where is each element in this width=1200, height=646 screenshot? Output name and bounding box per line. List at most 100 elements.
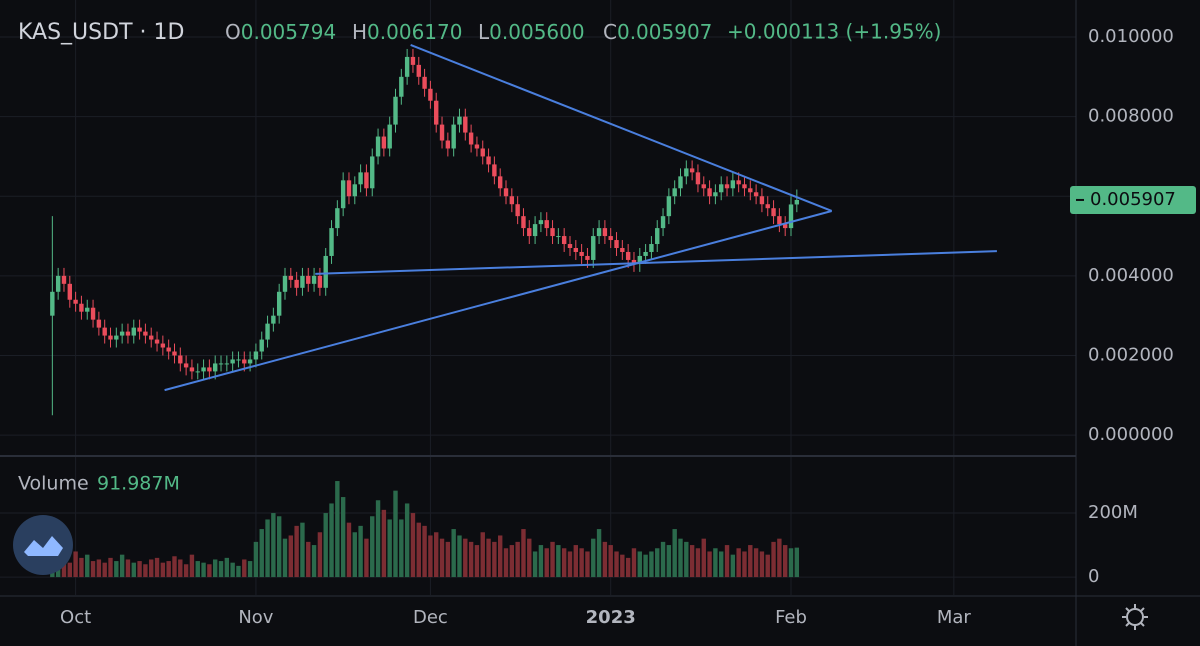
volume-bar xyxy=(567,551,573,578)
candle-body xyxy=(183,363,189,368)
candle-body xyxy=(707,188,712,197)
candle-body xyxy=(172,351,177,356)
gear-ring[interactable] xyxy=(1126,608,1144,626)
candle-body xyxy=(620,248,625,252)
volume-bar xyxy=(707,551,712,578)
volume-bar xyxy=(777,538,782,578)
volume-bar xyxy=(550,541,555,578)
x-tick-label: Mar xyxy=(937,607,972,628)
candle-body xyxy=(655,228,660,245)
volume-bar xyxy=(468,541,474,578)
volume-bar xyxy=(492,541,497,578)
candle-body xyxy=(765,204,770,209)
logo-circle[interactable] xyxy=(13,515,73,575)
volume-bar xyxy=(276,516,282,578)
volume-bar xyxy=(143,564,148,578)
volume-bar xyxy=(486,538,491,578)
candle-body xyxy=(119,331,125,336)
candle-body xyxy=(538,220,544,225)
ohlc-item: C0.005907 xyxy=(603,20,712,44)
volume-bar xyxy=(515,541,520,578)
volume-bar xyxy=(172,556,177,578)
candle-body xyxy=(73,299,78,304)
candle-body xyxy=(759,196,765,205)
volume-bar xyxy=(311,545,317,578)
volume-bar xyxy=(794,547,800,578)
candle-body xyxy=(730,180,736,189)
logo-icon[interactable] xyxy=(24,536,63,556)
candle-body xyxy=(346,180,352,197)
volume-bar xyxy=(765,554,770,578)
y-tick-label: 0.000000 xyxy=(1088,424,1174,445)
volume-bar xyxy=(724,545,730,578)
volume-bar xyxy=(608,545,613,578)
labels: 0.0000000.0020000.0040000.0060000.008000… xyxy=(60,26,1196,628)
gear-teeth[interactable] xyxy=(1122,604,1148,630)
volume-bar xyxy=(306,541,311,578)
logo[interactable] xyxy=(13,515,73,575)
candle-body xyxy=(434,100,439,125)
volume-bar xyxy=(183,564,189,578)
candle-body xyxy=(410,56,416,65)
candle-body xyxy=(550,228,555,237)
y-tick-label: 0.010000 xyxy=(1088,26,1174,47)
volume-bar xyxy=(288,535,294,578)
candle-body xyxy=(777,216,782,225)
volume-bar xyxy=(67,562,72,578)
volume-bar xyxy=(352,532,357,578)
candle-body xyxy=(67,283,72,300)
volume-bar xyxy=(428,535,433,578)
candle-body xyxy=(556,236,561,238)
y-tick-label: 0.004000 xyxy=(1088,265,1174,286)
volume-bar xyxy=(114,561,119,578)
candle-body xyxy=(515,204,520,217)
candle-body xyxy=(404,56,410,77)
volume-bar xyxy=(556,545,561,578)
candle-body xyxy=(788,204,794,229)
volume-bar xyxy=(736,548,741,578)
candle-body xyxy=(602,228,608,237)
candle-body xyxy=(771,208,776,217)
candle-body xyxy=(166,347,171,352)
candle-body xyxy=(102,327,107,336)
volume-bar xyxy=(614,551,619,578)
candle-body xyxy=(544,220,549,229)
candle-body xyxy=(614,240,619,249)
candle-body xyxy=(503,188,509,197)
volume-bar xyxy=(137,561,142,578)
ohlc-item: L0.005600 xyxy=(478,20,585,44)
candle-body xyxy=(689,168,695,173)
settings-gear[interactable] xyxy=(1122,604,1148,630)
candle-body xyxy=(242,359,247,364)
candle-body xyxy=(282,275,288,292)
candle-body xyxy=(649,244,654,252)
candle-body xyxy=(143,331,148,336)
candle-body xyxy=(335,208,340,229)
candle-body xyxy=(131,327,136,336)
candle-body xyxy=(608,236,613,241)
volume-bar xyxy=(399,519,404,578)
x-tick-label: Oct xyxy=(60,607,91,628)
candle-body xyxy=(311,275,317,284)
candle-body xyxy=(108,335,113,340)
candle-body xyxy=(521,216,526,229)
last-price-badge xyxy=(1070,185,1196,214)
volume-bar xyxy=(178,559,183,578)
candle-body xyxy=(678,176,683,189)
candle-body xyxy=(637,255,642,264)
ohlc-value: 0.005794 xyxy=(241,20,336,44)
volume-bar xyxy=(422,525,427,578)
volume-bar xyxy=(434,532,439,578)
candle-body xyxy=(114,335,119,340)
candle-body xyxy=(736,180,741,185)
candle-body xyxy=(579,251,584,256)
candle-body xyxy=(724,184,730,189)
volume-bar xyxy=(230,562,235,578)
volume-bar xyxy=(375,500,381,578)
candle-body xyxy=(160,343,166,348)
candle-body xyxy=(352,184,357,197)
candle-body xyxy=(154,339,160,344)
volume-bar xyxy=(73,551,78,578)
volume-bar xyxy=(195,561,200,578)
